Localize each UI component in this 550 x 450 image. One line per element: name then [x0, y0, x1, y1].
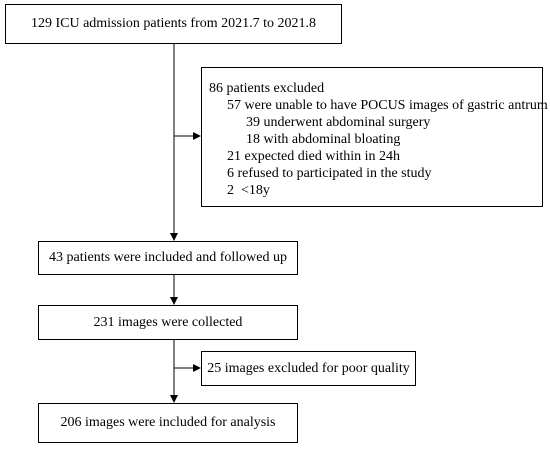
arrowhead-analysis: [170, 395, 178, 403]
exclusion-reason-pocus: 57 were unable to have POCUS images of g…: [227, 98, 548, 113]
collected-text: 231 images were collected: [93, 314, 243, 330]
admission-box: 129 ICU admission patients from 2021.7 t…: [5, 4, 342, 44]
analysis-box: 206 images were included for analysis: [38, 403, 298, 443]
arrowhead-exclusion: [193, 132, 201, 140]
collected-box: 231 images were collected: [38, 305, 298, 340]
arrowhead-poor-quality: [193, 364, 201, 372]
included-text: 43 patients were included and followed u…: [49, 250, 287, 265]
admission-text: 129 ICU admission patients from 2021.7 t…: [30, 16, 317, 31]
exclusion-box: 86 patients excluded 57 were unable to h…: [201, 67, 548, 207]
arrowhead-included: [170, 233, 178, 241]
poor-quality-text: 25 images excluded for poor quality: [207, 360, 410, 376]
analysis-text: 206 images were included for analysis: [60, 415, 276, 430]
exclusion-subreason-surgery: 39 underwent abdominal surgery: [246, 115, 431, 130]
included-box: 43 patients were included and followed u…: [38, 241, 298, 275]
exclusion-reason-died: 21 expected died within in 24h: [227, 149, 401, 164]
exclusion-subreason-bloating: 18 with abdominal bloating: [246, 132, 401, 147]
exclusion-reason-refused: 6 refused to participated in the study: [227, 166, 432, 181]
arrowhead-collected: [170, 297, 178, 305]
poor-quality-box: 25 images excluded for poor quality: [201, 351, 416, 386]
exclusion-header: 86 patients excluded: [209, 81, 325, 96]
exclusion-reason-age: 2 <18y: [227, 183, 270, 198]
